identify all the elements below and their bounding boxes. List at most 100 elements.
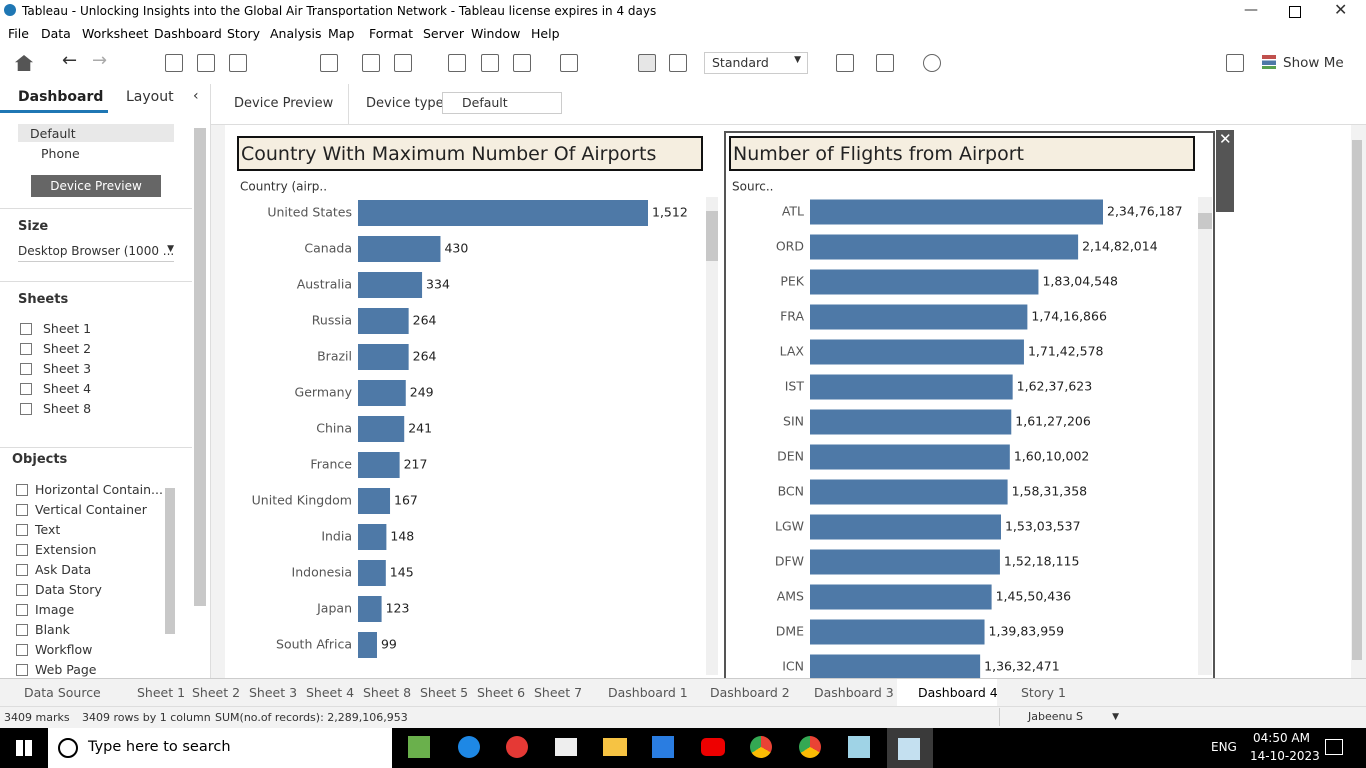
menu-item[interactable]: Format — [369, 26, 414, 41]
value-label: 430 — [444, 241, 468, 256]
sheet-tab[interactable]: Sheet 8 — [363, 685, 412, 700]
menu-item[interactable]: Worksheet — [82, 26, 149, 41]
start-button[interactable] — [16, 740, 32, 756]
object-item[interactable]: Ask Data — [35, 562, 92, 577]
save[interactable] — [165, 54, 183, 72]
object-item[interactable]: Data Story — [35, 582, 102, 597]
remove-zone[interactable]: ✕ — [1219, 130, 1232, 148]
menu-item[interactable]: Story — [227, 26, 261, 41]
object-item[interactable]: Text — [35, 522, 61, 537]
sheet-tab[interactable]: Dashboard 3 — [814, 685, 894, 700]
sheet-item[interactable]: Sheet 2 — [43, 341, 92, 356]
sheet-tab[interactable]: Sheet 2 — [192, 685, 241, 700]
side-tab[interactable]: Layout — [126, 89, 174, 105]
app[interactable] — [701, 738, 725, 756]
object-item[interactable]: Vertical Container — [35, 502, 147, 517]
notifications[interactable] — [1325, 739, 1343, 755]
object-item[interactable]: Image — [35, 602, 75, 617]
menu-item[interactable]: Help — [531, 26, 560, 41]
menu-item[interactable]: Analysis — [270, 26, 322, 41]
sheet-tab[interactable]: Dashboard 1 — [608, 685, 688, 700]
app[interactable] — [848, 736, 870, 758]
app[interactable] — [408, 736, 430, 758]
bar — [810, 304, 1028, 330]
clear[interactable] — [394, 54, 412, 72]
sheet-tab[interactable]: Dashboard 4 — [918, 685, 998, 700]
app[interactable] — [458, 736, 480, 758]
sheet-tab[interactable]: Sheet 3 — [249, 685, 298, 700]
status-sum: SUM(no.of records): 2,289,106,953 — [215, 711, 408, 724]
object-item[interactable]: Workflow — [35, 642, 93, 657]
sheet-tab[interactable]: Sheet 1 — [137, 685, 186, 700]
device-preview-tab[interactable]: Device Preview — [234, 96, 334, 111]
home-button[interactable] — [15, 55, 33, 71]
sheet-tab[interactable]: Sheet 4 — [306, 685, 355, 700]
app[interactable] — [750, 736, 772, 758]
fix-axes[interactable] — [669, 54, 687, 72]
sheet-tab[interactable]: Story 1 — [1021, 685, 1066, 700]
device[interactable]: Default — [30, 126, 76, 141]
share[interactable] — [923, 54, 941, 72]
sheet-item[interactable]: Sheet 4 — [43, 381, 92, 396]
menu-item[interactable]: Map — [328, 26, 355, 41]
language[interactable]: ENG — [1211, 740, 1237, 754]
side-tab[interactable]: Dashboard — [18, 89, 104, 105]
new-data-source[interactable] — [197, 54, 215, 72]
object-item[interactable]: Horizontal Contain... — [35, 482, 163, 497]
pause-updates[interactable] — [229, 54, 247, 72]
app[interactable] — [506, 736, 528, 758]
scrollbar[interactable] — [194, 128, 206, 606]
highlight[interactable] — [560, 54, 578, 72]
user-menu[interactable]: Jabeenu S ▼ — [999, 708, 1123, 726]
category-label: Canada — [304, 241, 352, 256]
object-item[interactable]: Extension — [35, 542, 97, 557]
sort-asc[interactable] — [481, 54, 499, 72]
menu-item[interactable]: Server — [423, 26, 464, 41]
sheet-tab[interactable]: Dashboard 2 — [710, 685, 790, 700]
menu-item[interactable]: Window — [471, 26, 521, 41]
sheet-tab[interactable]: Sheet 5 — [420, 685, 469, 700]
menu-item[interactable]: Dashboard — [154, 26, 222, 41]
app[interactable] — [652, 736, 674, 758]
menu-item[interactable]: Data — [41, 26, 71, 41]
app[interactable] — [555, 738, 577, 756]
redo[interactable]: → — [92, 50, 108, 71]
cards[interactable] — [836, 54, 854, 72]
format-painter[interactable] — [1226, 54, 1244, 72]
scrollbar[interactable] — [1352, 140, 1362, 660]
collapse[interactable]: ‹ — [193, 88, 199, 104]
object-item[interactable]: Web Page — [35, 662, 97, 677]
show-labels[interactable] — [638, 54, 656, 72]
scrollbar[interactable] — [1198, 197, 1212, 675]
sort-desc[interactable] — [513, 54, 531, 72]
app[interactable] — [799, 736, 821, 758]
presentation[interactable] — [876, 54, 894, 72]
sheet-tab[interactable]: Sheet 7 — [534, 685, 583, 700]
minimize[interactable]: — — [1244, 2, 1258, 18]
menu-item[interactable]: File — [8, 26, 29, 41]
scrollbar[interactable] — [165, 488, 175, 634]
restore[interactable] — [1289, 6, 1301, 18]
device-type-select[interactable]: Default — [442, 92, 562, 114]
undo[interactable]: ← — [62, 50, 78, 71]
object-item[interactable]: Blank — [35, 622, 70, 637]
scrollbar[interactable] — [706, 197, 718, 675]
sheet-tab[interactable]: Sheet 6 — [477, 685, 526, 700]
app[interactable] — [603, 738, 627, 756]
close[interactable]: ✕ — [1334, 0, 1348, 19]
device-preview-button[interactable]: Device Preview — [31, 175, 161, 197]
fit-dropdown[interactable]: Standard ▼ — [704, 52, 808, 74]
clock-time[interactable]: 04:50 AM — [1253, 731, 1310, 745]
device[interactable]: Phone — [41, 146, 80, 161]
sheet-item[interactable]: Sheet 3 — [43, 361, 92, 376]
search-box[interactable] — [48, 728, 392, 768]
new-worksheet[interactable] — [320, 54, 338, 72]
sheet-item[interactable]: Sheet 1 — [43, 321, 92, 336]
duplicate[interactable] — [362, 54, 380, 72]
clock-date[interactable]: 14-10-2023 — [1250, 749, 1320, 763]
sheet-tab[interactable]: Data Source — [24, 685, 101, 700]
show-me[interactable]: Show Me — [1283, 55, 1344, 71]
swap[interactable] — [448, 54, 466, 72]
size-dropdown[interactable]: Desktop Browser (1000 ... ▼ — [18, 244, 174, 262]
sheet-item[interactable]: Sheet 8 — [43, 401, 92, 416]
